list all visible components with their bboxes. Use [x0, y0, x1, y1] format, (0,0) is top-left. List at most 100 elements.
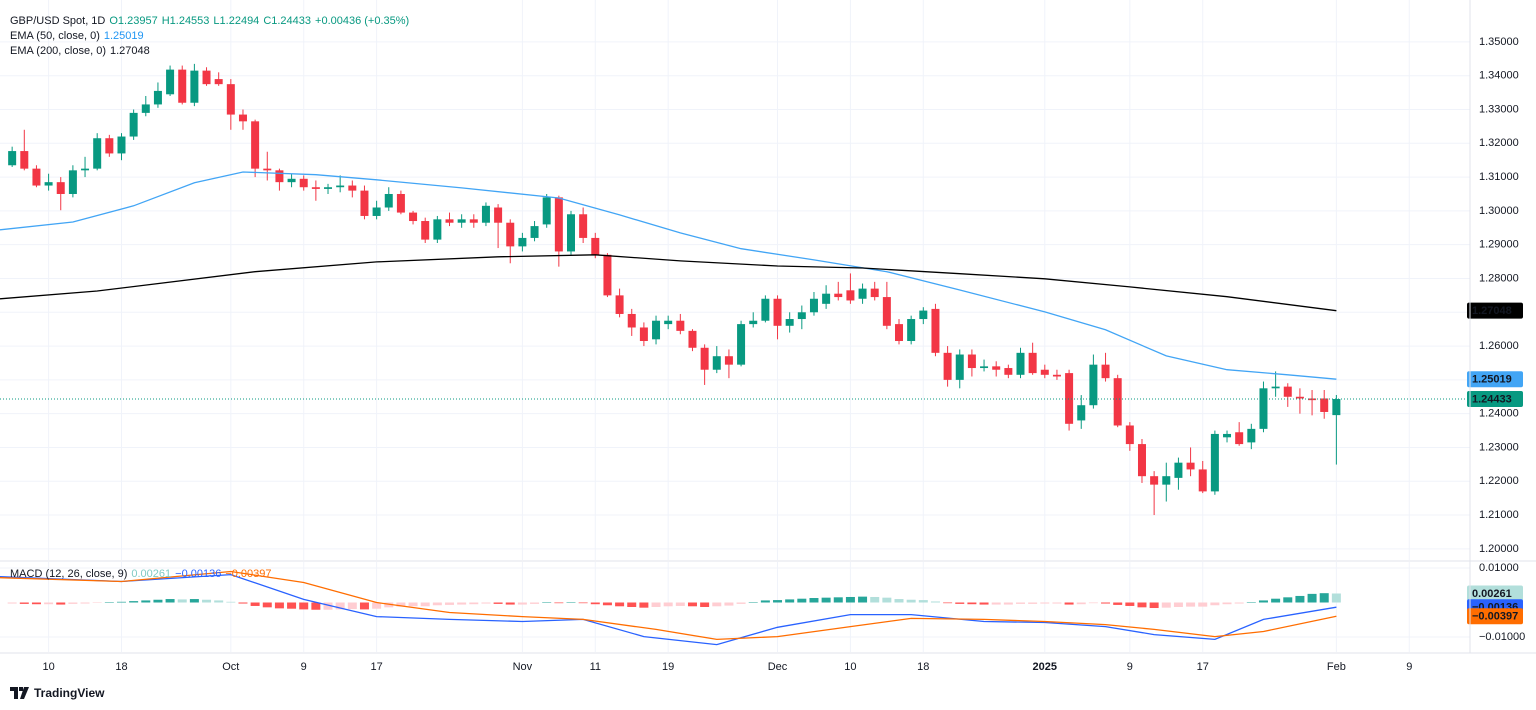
candle-body	[822, 293, 831, 304]
candle-body	[275, 170, 284, 183]
x-tick-label: 18	[917, 661, 929, 673]
histogram-bar	[1222, 602, 1232, 605]
x-tick-label: 10	[844, 661, 856, 673]
candle-body	[348, 185, 357, 191]
histogram-bar	[1040, 602, 1050, 604]
candle-body	[433, 219, 442, 240]
histogram-bar	[967, 602, 977, 605]
histogram-bar	[19, 602, 29, 604]
histogram-bar	[1295, 595, 1305, 603]
histogram-bar	[991, 602, 1001, 605]
histogram-bar	[724, 602, 734, 606]
macd-legend: MACD (12, 26, close, 9) 0.00261 −0.00136 −0…	[10, 567, 276, 582]
histogram-bar	[858, 596, 868, 603]
histogram-bar	[687, 602, 697, 607]
histogram-bar	[1076, 602, 1086, 605]
candle-body	[44, 182, 53, 186]
candle-body	[809, 298, 818, 313]
candle-body	[967, 354, 976, 369]
histogram-bar	[1271, 598, 1281, 603]
candle-body	[1016, 352, 1025, 375]
indicator-name: MACD (12, 26, close, 9)	[10, 568, 128, 580]
y-tick-label: 1.34000	[1479, 70, 1519, 82]
candle-body	[1162, 476, 1171, 485]
histogram-bar	[165, 599, 175, 603]
candle-body	[1259, 388, 1268, 429]
histogram-bar	[1173, 602, 1183, 607]
histogram-bar	[335, 602, 345, 610]
x-tick-label: 19	[662, 661, 674, 673]
histogram-bar	[943, 602, 953, 604]
histogram-bar	[141, 600, 151, 603]
candle-body	[530, 226, 539, 238]
histogram-bar	[1149, 602, 1159, 609]
candle-body	[1101, 364, 1110, 379]
ema-line	[0, 254, 1337, 312]
histogram-bar	[505, 602, 515, 605]
candle-body	[166, 69, 175, 95]
candle-body	[153, 90, 162, 105]
histogram-bar	[809, 598, 819, 603]
legend-line: EMA (50, close, 0) 1.25019	[10, 29, 417, 44]
candle-body	[384, 193, 393, 208]
histogram-bar	[68, 602, 78, 604]
histogram-bar	[420, 602, 430, 607]
price-tag-label: 1.24433	[1472, 393, 1512, 405]
macd-line	[0, 570, 1337, 641]
histogram-bar	[590, 602, 600, 605]
candle-body	[1113, 378, 1122, 426]
candle-body	[931, 308, 940, 353]
candle-body	[1247, 428, 1256, 443]
y-tick-label: 1.33000	[1479, 103, 1519, 115]
candle-body	[1052, 374, 1061, 377]
histogram-bar	[1186, 602, 1196, 607]
histogram-bar	[202, 599, 212, 603]
histogram-bar	[189, 599, 199, 603]
candle-body	[1223, 433, 1232, 438]
histogram-bar	[445, 602, 455, 605]
candle-body	[190, 70, 199, 103]
symbol: GBP/USD Spot, 1D	[10, 15, 106, 27]
candle-body	[518, 237, 527, 247]
candle-body	[1198, 469, 1207, 492]
histogram-bar	[773, 600, 783, 603]
histogram-bar	[700, 602, 710, 607]
brand[interactable]: TradingView	[10, 686, 104, 700]
histogram-bar	[845, 596, 855, 603]
histogram-bar	[396, 602, 406, 607]
histogram-bar	[408, 602, 418, 607]
histogram-bar	[712, 602, 722, 607]
candle-body	[1150, 476, 1159, 485]
candle-body	[324, 187, 333, 189]
x-tick-label: Feb	[1327, 661, 1346, 673]
price-tag	[1467, 608, 1523, 625]
candle-body	[32, 168, 41, 186]
candle-body	[992, 366, 1001, 370]
candle-body	[251, 121, 260, 169]
candle-body	[566, 214, 575, 252]
price-tag	[1467, 585, 1523, 602]
histogram-bar	[517, 602, 527, 605]
candle-body	[1077, 405, 1086, 421]
candle-body	[299, 178, 308, 188]
histogram-bar	[372, 602, 382, 609]
candle-body	[797, 312, 806, 320]
histogram-bar	[1113, 602, 1123, 605]
histogram-bar	[481, 602, 491, 604]
histogram-bar	[1064, 602, 1074, 605]
y-tick-label: −0.01000	[1479, 631, 1525, 643]
histogram-bar	[226, 601, 236, 603]
y-tick-label: 1.23000	[1479, 441, 1519, 453]
candle-body	[1320, 398, 1329, 412]
x-tick-label: 9	[1406, 661, 1412, 673]
candle-body	[603, 254, 612, 296]
candle-body	[761, 298, 770, 321]
brand-name: TradingView	[34, 686, 105, 700]
y-tick-label: 0.01000	[1479, 562, 1519, 574]
histogram-bar	[602, 602, 612, 606]
x-tick-label: 9	[301, 661, 307, 673]
candle-body	[591, 237, 600, 255]
candle-body	[955, 354, 964, 380]
candle-body	[688, 330, 697, 348]
